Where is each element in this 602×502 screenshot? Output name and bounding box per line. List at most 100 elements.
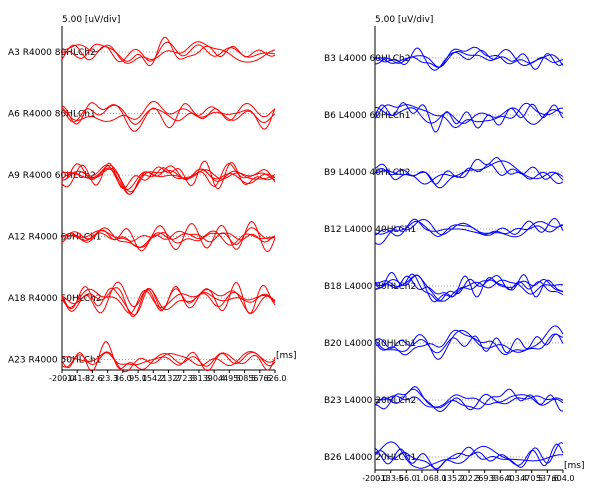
waveform-trace (374, 274, 564, 302)
waveform-trace (374, 274, 564, 303)
waveform-trace (61, 160, 276, 190)
waveform-trace (61, 230, 276, 248)
x-tick-label: 95.0 (129, 374, 147, 383)
waveform-trace (61, 164, 276, 191)
trace-group: B12 L4000 40HLCh1 (324, 217, 564, 245)
group-label: B9 L4000 40HLCh2 (324, 168, 411, 178)
x-tick-label: 213.2 (157, 374, 180, 383)
waveform-trace (61, 231, 276, 244)
x-tick-label: -141.8 (64, 374, 90, 383)
group-label: B26 L4000 20HLCh1 (324, 453, 416, 463)
x-tick-label: 390.4 (203, 374, 226, 383)
waveform-trace (61, 351, 276, 372)
waveform-trace (61, 102, 276, 125)
waveform-trace (375, 46, 564, 68)
x-tick-label: 1.0 (416, 474, 429, 483)
waveform-trace (374, 101, 564, 133)
left-x-ticks: -200.0-141.8-82.6-23.336.095.0154.2213.2… (49, 370, 286, 383)
group-label: A23 R4000 50HLCh1 (8, 356, 101, 366)
x-tick-label: -200.0 (49, 374, 75, 383)
trace-group: A6 R4000 80HLCh1 (8, 100, 276, 132)
x-tick-label: 154.2 (142, 374, 165, 383)
waveform-trace (375, 47, 564, 71)
group-label: B12 L4000 40HLCh1 (324, 225, 416, 235)
x-tick-label: -23.3 (97, 374, 118, 383)
waveform-trace (61, 351, 276, 373)
x-tick-label: 567.6 (248, 374, 271, 383)
x-tick-label: -200.0 (362, 474, 388, 483)
right-unit-label: [ms] (564, 461, 584, 471)
trace-group: A3 R4000 80HLCh2 (8, 36, 276, 67)
waveform-trace (374, 106, 564, 125)
left-groups: A3 R4000 80HLCh2 A6 R4000 80HLCh1 A9 R4000… (8, 36, 276, 373)
waveform-trace (374, 441, 564, 469)
right-panel: 5.00 [uV/div] [ms] B3 L4000 60HLCh2 B6 L4… (324, 15, 584, 483)
trace-group: A9 R4000 60HLCh2 (8, 160, 276, 195)
waveform-trace (374, 272, 564, 302)
waveform-trace (61, 165, 276, 195)
waveform-trace (374, 217, 564, 237)
x-tick-label: 269.3 (473, 474, 496, 483)
waveform-trace (374, 156, 564, 189)
group-label: A12 R4000 60HLCh1 (8, 233, 101, 243)
waveform-trace (61, 100, 276, 124)
waveform-trace (374, 394, 564, 408)
waveform-trace (61, 281, 276, 316)
waveform-trace (61, 102, 276, 132)
left-scale-label: 5.00 [uV/div] (62, 15, 120, 25)
right-groups: B3 L4000 60HLCh2 B6 L4000 60HLCh1 B9 L4000… (324, 46, 564, 470)
x-tick-label: 508.5 (233, 374, 256, 383)
waveform-trace (61, 41, 276, 64)
waveform-trace (374, 274, 564, 298)
x-tick-label: 68.0 (429, 474, 447, 483)
trace-group: B3 L4000 60HLCh2 (324, 46, 564, 71)
trace-group: B23 L4000 20HLCh2 (324, 386, 564, 413)
group-label: A6 R4000 80HLCh1 (8, 110, 96, 120)
waveform-trace (374, 333, 564, 354)
waveform-trace (374, 442, 564, 470)
group-label: A9 R4000 60HLCh2 (8, 171, 96, 181)
group-label: A18 R4000 50HLCh2 (8, 294, 101, 304)
trace-group: B6 L4000 60HLCh1 (324, 101, 564, 133)
group-label: B18 L4000 30HLCh2 (324, 282, 416, 292)
group-label: B6 L4000 60HLCh1 (324, 111, 411, 121)
right-x-ticks: -200.0-133.5-66.01.0 68.0135.2202.3269.33… (362, 470, 574, 483)
x-tick-label: 272.3 (172, 374, 195, 383)
trace-group: B20 L4000 30HLCh1 (324, 325, 564, 360)
waveform-trace (374, 388, 564, 413)
trace-group: B18 L4000 30HLCh2 (324, 272, 564, 303)
trace-group: B9 L4000 40HLCh2 (324, 156, 564, 189)
x-tick-label: -82.6 (82, 374, 103, 383)
group-label: B3 L4000 60HLCh2 (324, 54, 411, 64)
waveform-trace (374, 329, 564, 356)
x-tick-label: -133.5 (378, 474, 404, 483)
waveform-trace (61, 288, 276, 314)
x-tick-label: 537.6 (536, 474, 559, 483)
right-scale-label: 5.00 [uV/div] (375, 15, 433, 25)
x-tick-label: 403.4 (505, 474, 528, 483)
x-tick-label: 626.0 (264, 374, 287, 383)
x-tick-label: -66.0 (396, 474, 417, 483)
waveform-trace (61, 36, 276, 67)
x-tick-label: 470.5 (520, 474, 543, 483)
waveform-trace (374, 325, 564, 360)
x-tick-label: 36.0 (114, 374, 132, 383)
x-tick-label: 202.3 (458, 474, 481, 483)
waveform-trace (61, 162, 276, 195)
left-panel: 5.00 [uV/div] [ms] A3 R4000 80HLCh2 A6 R4… (8, 15, 296, 383)
trace-group: A23 R4000 50HLCh1 (8, 341, 276, 373)
left-unit-label: [ms] (276, 351, 296, 361)
x-tick-label: 336.4 (489, 474, 512, 483)
waveform-trace (374, 163, 564, 185)
group-label: B20 L4000 30HLCh1 (324, 339, 416, 349)
group-label: A3 R4000 80HLCh2 (8, 48, 96, 58)
trace-group: B26 L4000 20HLCh1 (324, 441, 564, 470)
x-tick-label: 331.3 (187, 374, 210, 383)
waveform-trace (61, 41, 276, 63)
waveform-trace (374, 218, 564, 245)
x-tick-label: 449.5 (218, 374, 241, 383)
trace-group: A18 R4000 50HLCh2 (8, 281, 276, 318)
group-label: B23 L4000 20HLCh2 (324, 396, 416, 406)
trace-group: A12 R4000 60HLCh1 (8, 220, 276, 253)
